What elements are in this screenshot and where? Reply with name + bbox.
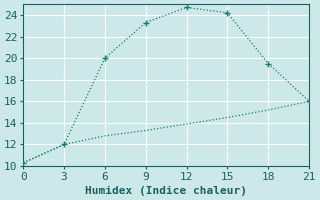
- X-axis label: Humidex (Indice chaleur): Humidex (Indice chaleur): [85, 186, 247, 196]
